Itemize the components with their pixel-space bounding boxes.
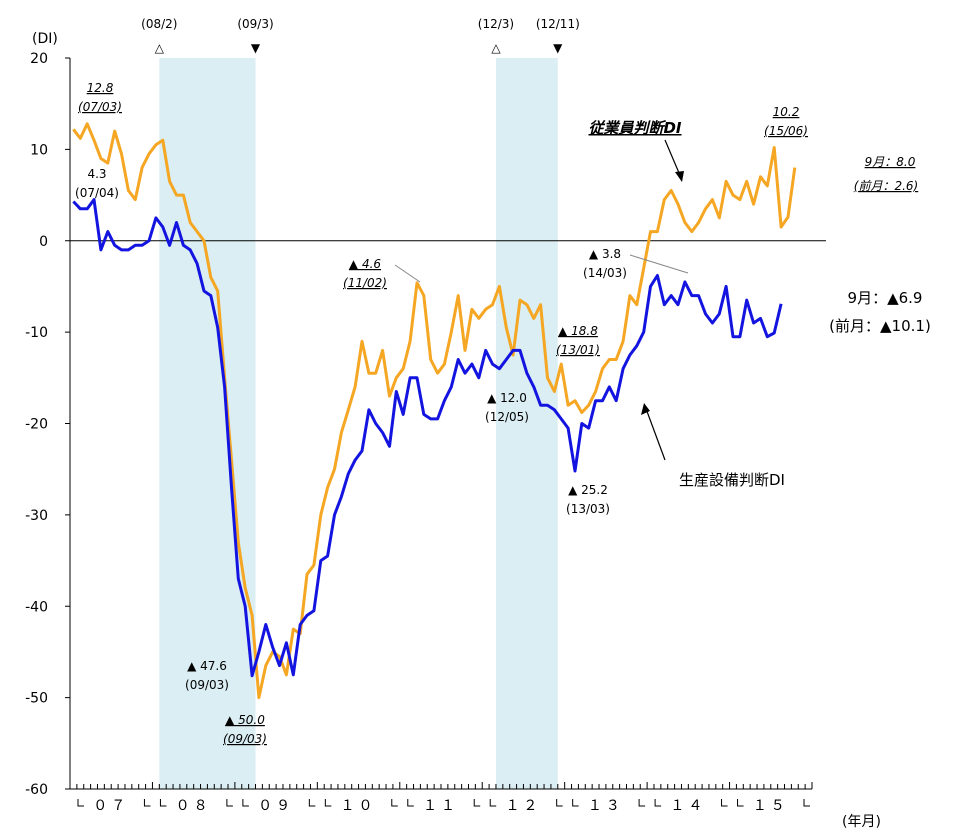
end-label-equipment-prev: (前月：▲10.1) <box>829 317 931 335</box>
y-tick-label: -20 <box>25 417 48 433</box>
year-bracket-end <box>473 799 481 807</box>
annotation-value: ▲ 4.6 <box>349 257 381 271</box>
series-arrow-head-employee <box>675 171 684 182</box>
year-bracket-start <box>159 799 167 807</box>
end-label-employee-prev: (前月：2.6) <box>854 179 918 193</box>
y-tick-label: 10 <box>30 142 48 158</box>
year-bracket-start <box>407 799 414 807</box>
year-bracket-end <box>638 799 646 807</box>
year-bracket-start <box>77 799 84 807</box>
annotation-date: (09/03) <box>185 678 229 692</box>
annotation-date: (09/03) <box>223 732 267 746</box>
series-line-employee <box>72 122 797 700</box>
x-year-label: １５ <box>753 798 789 814</box>
annotation-date: (11/02) <box>343 276 387 290</box>
annotation-value: 4.3 <box>87 167 106 181</box>
leader-line <box>629 254 689 274</box>
x-unit-label: (年月) <box>842 814 881 830</box>
annotation-value: ▲ 47.6 <box>187 659 227 673</box>
series-arrow-equipment <box>644 405 666 461</box>
x-year-label: １１ <box>423 798 459 814</box>
recession-end-label: (09/3) <box>237 17 273 31</box>
annotation-date: (07/04) <box>75 186 119 200</box>
recession-band <box>159 58 256 789</box>
year-bracket-end <box>803 799 810 807</box>
annotation-value: ▲ 12.0 <box>487 391 527 405</box>
recession-bands <box>159 58 558 789</box>
x-year-label: １０ <box>341 798 377 814</box>
labels: (08/2) △ (09/3) ▼ (12/3) △ (12/11) ▼ 12.8 (07/03)… <box>75 17 931 746</box>
recession-end-marker: ▼ <box>553 41 563 55</box>
y-tick-label: -30 <box>25 508 48 524</box>
series-label-employee: 従業員判断DI <box>588 119 681 137</box>
leader-line <box>394 264 421 283</box>
year-bracket-start <box>489 799 497 807</box>
year-bracket-end <box>143 799 151 807</box>
y-tick-label: -10 <box>25 325 48 341</box>
recession-end-label: (12/11) <box>536 17 580 31</box>
year-bracket-end <box>721 799 728 807</box>
year-bracket-end <box>391 799 398 807</box>
y-tick-label: -40 <box>25 599 48 615</box>
year-bracket-start <box>324 799 332 807</box>
end-label-equipment: 9月：▲6.9 <box>848 289 923 307</box>
y-tick-label: 0 <box>39 234 48 250</box>
year-bracket-end <box>556 799 563 807</box>
x-year-label: １４ <box>670 798 706 814</box>
recession-start-marker: △ <box>155 41 165 55</box>
x-year-label: １２ <box>505 798 541 814</box>
annotation-date: (13/03) <box>566 502 610 516</box>
annotation-value: ▲ 50.0 <box>225 713 265 727</box>
recession-end-marker: ▼ <box>251 41 261 55</box>
annotation-date: (13/01) <box>556 343 600 357</box>
year-bracket-end <box>308 799 316 807</box>
annotation-date: (14/03) <box>583 266 627 280</box>
series-line-equipment <box>72 198 783 678</box>
annotation-value: 12.8 <box>87 81 114 95</box>
annotation-date: (12/05) <box>485 410 529 424</box>
year-bracket-start <box>572 799 579 807</box>
year-bracket-end <box>226 799 233 807</box>
y-tick-label: 20 <box>30 51 48 67</box>
year-bracket-start <box>242 799 249 807</box>
year-bracket-start <box>737 799 744 807</box>
series-arrow-head-equipment <box>641 403 650 415</box>
recession-band <box>495 58 558 789</box>
annotation-value: 10.2 <box>773 105 800 119</box>
recession-start-label: (08/2) <box>141 17 177 31</box>
end-label-employee: 9月：8.0 <box>865 155 916 169</box>
annotation-value: ▲ 18.8 <box>558 324 598 338</box>
x-year-label: １３ <box>588 798 624 814</box>
series-label-equipment: 生産設備判断DI <box>679 471 785 489</box>
x-year-label: ０７ <box>93 798 129 814</box>
year-bracket-start <box>654 799 662 807</box>
y-tick-label: -50 <box>25 691 48 707</box>
y-tick-label: -60 <box>25 782 48 798</box>
axes: 20 10 0 -10 -20 -30 -40 -50 -60 ０７ ０８ ０９ １０ １１ １２ １３ １４ １… <box>25 51 813 814</box>
recession-start-marker: △ <box>491 41 501 55</box>
annotation-value: ▲ 25.2 <box>568 483 608 497</box>
y-unit-label: (DI) <box>32 31 58 47</box>
annotation-date: (15/06) <box>764 124 808 138</box>
annotation-date: (07/03) <box>78 100 122 114</box>
series-lines <box>72 122 797 700</box>
x-year-label: ０８ <box>176 798 212 814</box>
annotation-value: ▲ 3.8 <box>589 247 621 261</box>
x-year-label: ０９ <box>258 798 294 814</box>
recession-start-label: (12/3) <box>478 17 514 31</box>
